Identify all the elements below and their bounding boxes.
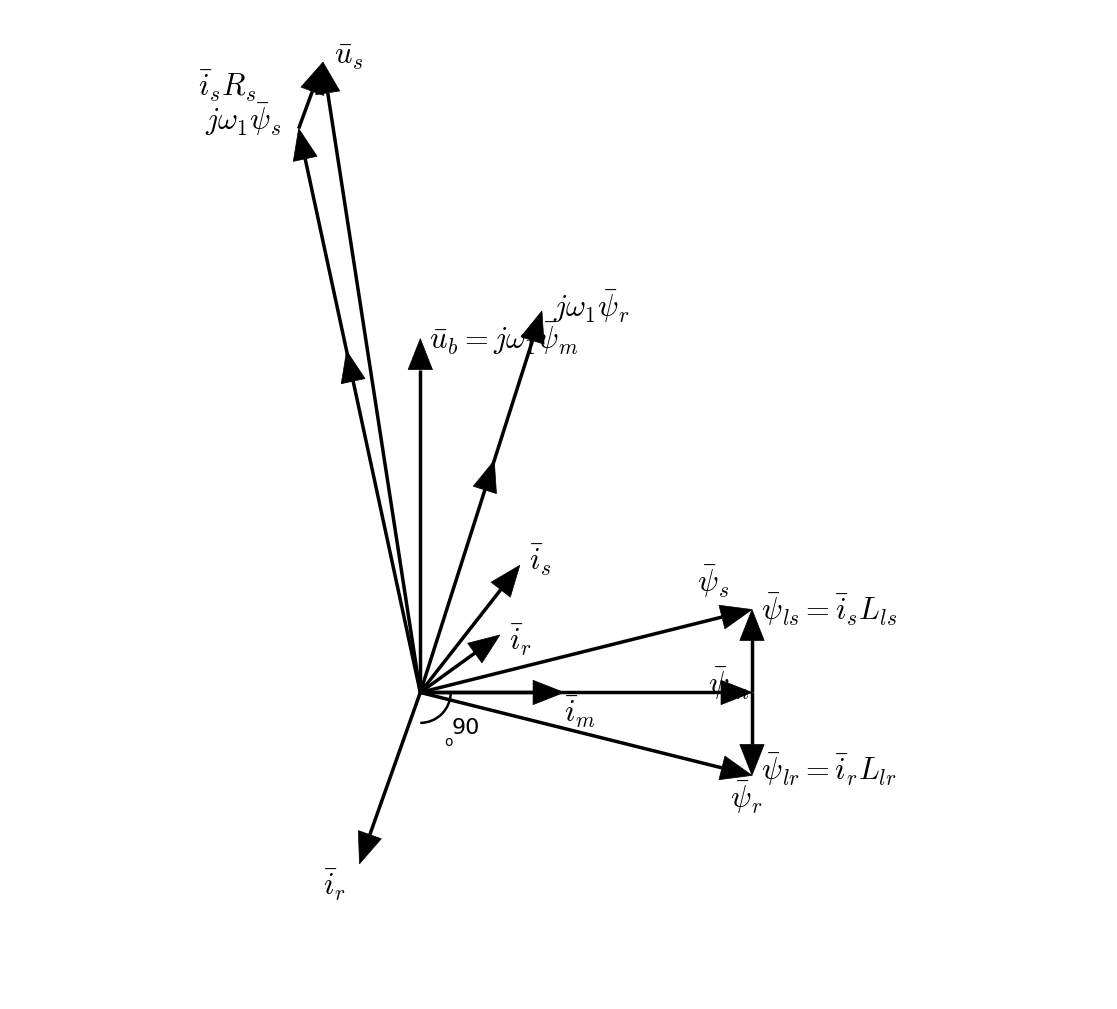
Text: $\bar{i}_r$: $\bar{i}_r$ [323, 869, 346, 903]
Polygon shape [342, 351, 365, 383]
Polygon shape [474, 460, 496, 493]
Polygon shape [359, 830, 381, 864]
Polygon shape [300, 63, 324, 96]
Polygon shape [521, 311, 544, 344]
Polygon shape [722, 680, 752, 704]
Polygon shape [719, 605, 752, 629]
Text: $\bar{\psi}_s$: $\bar{\psi}_s$ [697, 563, 729, 600]
Polygon shape [491, 565, 519, 597]
Text: $\bar{\psi}_{ls} = \bar{i}_s L_{ls}$: $\bar{\psi}_{ls} = \bar{i}_s L_{ls}$ [761, 591, 897, 628]
Text: $\bar{i}_s R_s$: $\bar{i}_s R_s$ [198, 69, 256, 104]
Text: $\bar{i}_s$: $\bar{i}_s$ [528, 544, 552, 578]
Polygon shape [739, 745, 764, 775]
Polygon shape [533, 680, 564, 704]
Text: 90: 90 [451, 717, 479, 738]
Text: $\bar{u}_s$: $\bar{u}_s$ [334, 43, 364, 73]
Polygon shape [468, 635, 500, 663]
Text: $\bar{i}_r$: $\bar{i}_r$ [508, 623, 532, 658]
Text: $\bar{i}_m$: $\bar{i}_m$ [564, 695, 596, 730]
Text: $\bar{\psi}_{lr} = \bar{i}_r L_{lr}$: $\bar{\psi}_{lr} = \bar{i}_r L_{lr}$ [761, 752, 897, 788]
Text: $\bar{u}_b = j\omega_1\bar{\psi}_m$: $\bar{u}_b = j\omega_1\bar{\psi}_m$ [429, 320, 579, 357]
Polygon shape [408, 339, 432, 369]
Polygon shape [294, 128, 317, 161]
Text: o: o [445, 736, 454, 750]
Text: $\bar{\psi}_m$: $\bar{\psi}_m$ [708, 665, 750, 702]
Text: $j\omega_1\bar{\psi}_r$: $j\omega_1\bar{\psi}_r$ [553, 289, 630, 325]
Text: $j\omega_1\bar{\psi}_s$: $j\omega_1\bar{\psi}_s$ [206, 101, 283, 138]
Polygon shape [739, 609, 764, 641]
Polygon shape [719, 756, 752, 780]
Polygon shape [316, 63, 340, 95]
Text: $\bar{\psi}_r$: $\bar{\psi}_r$ [729, 779, 763, 816]
